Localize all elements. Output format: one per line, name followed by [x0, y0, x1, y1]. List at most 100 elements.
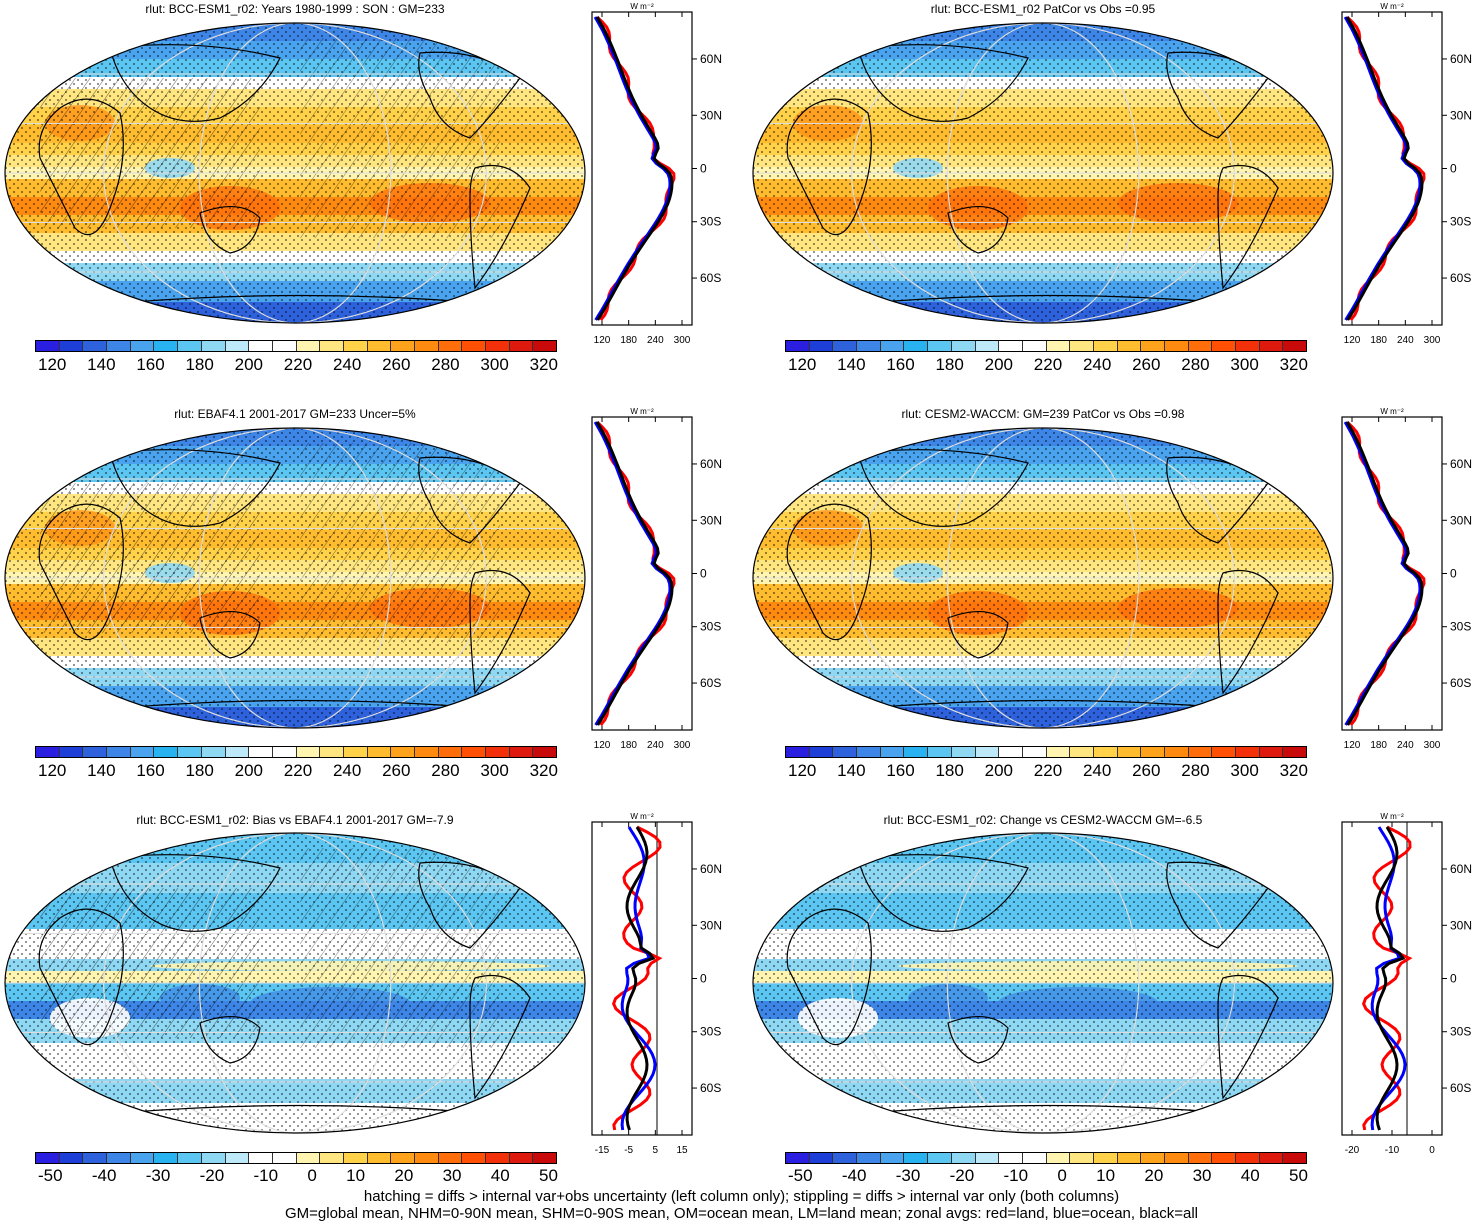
map-hatching [300, 443, 500, 643]
colorbar-swatch [59, 1153, 84, 1163]
colorbar-tick-label: 260 [382, 355, 411, 374]
zonal-line-ocean [620, 826, 657, 1131]
colorbar-swatch [343, 341, 368, 351]
colorbar-tick-label: 200 [984, 355, 1013, 374]
colorbar-swatch [1070, 1153, 1094, 1163]
colorbar-swatch [975, 341, 1000, 351]
zonal-line-ocean [1343, 421, 1422, 726]
zonal-lat-label: 30N [1450, 918, 1472, 932]
colorbar-swatch [320, 1153, 344, 1163]
colorbar-swatch [857, 1153, 881, 1163]
south-america-outline [1217, 569, 1279, 695]
colorbar-tick-label: 140 [837, 355, 866, 374]
colorbar-swatch [1236, 341, 1260, 351]
colorbar-tick-label: 0 [307, 1166, 317, 1185]
zonal-lat-label: 30N [1450, 108, 1472, 122]
zonal-lat-label: 60N [1450, 862, 1472, 876]
colorbar-swatch [857, 747, 881, 757]
colorbar-swatch [438, 747, 463, 757]
colorbar-swatch [509, 1153, 534, 1163]
colorbar-tick-label: 260 [1132, 761, 1161, 780]
colorbar-swatch [1259, 747, 1284, 757]
zonal-line-all [1345, 421, 1424, 726]
colorbar-swatch [533, 1153, 557, 1163]
colorbar-swatch [880, 1153, 905, 1163]
colorbar-swatch [1022, 747, 1047, 757]
antarctica-outline [867, 1104, 1229, 1114]
colorbar-swatch [367, 747, 392, 757]
colorbar-tick-label: 240 [332, 355, 362, 374]
colorbar-tick-label: -50 [38, 1166, 63, 1185]
graticule-meridian [946, 23, 1140, 323]
map-border [752, 832, 1334, 1134]
colorbar-labels-abs-1: 120 140 160 180 200 220 240 260 280 300 320 [38, 355, 558, 375]
colorbar-tick-label: 140 [87, 761, 116, 780]
zonal-lat-label: 0 [700, 972, 707, 986]
colorbar-swatch [951, 1153, 976, 1163]
antarctica-outline [867, 294, 1229, 304]
colorbar-swatch [904, 341, 929, 351]
colorbar-swatch [107, 341, 131, 351]
colorbar-swatch [809, 341, 834, 351]
zonal-lat-label: 60N [1450, 457, 1472, 471]
zonal-frame [1341, 416, 1443, 731]
colorbar-swatch [1165, 1153, 1189, 1163]
zonal-line-ocean [1343, 16, 1422, 321]
colorbar-tick-label: 140 [837, 761, 866, 780]
panel-title-4: rlut: CESM2-WACCM: GM=239 PatCor vs Obs … [901, 407, 1185, 421]
colorbar-tick-label: 200 [984, 761, 1013, 780]
zonal-lat-label: 60S [700, 1081, 721, 1095]
colorbar-swatch [107, 1153, 131, 1163]
graticule-meridian [103, 428, 487, 728]
colorbar-swatch [438, 341, 463, 351]
graticule-meridian [851, 23, 1235, 323]
graticule-meridian [103, 833, 487, 1133]
colorbar-tick-label: 260 [1132, 355, 1161, 374]
colorbar-swatch [438, 1153, 463, 1163]
zonal-x-label: 15 [676, 1145, 688, 1156]
colorbar-tick-label: 20 [394, 1166, 414, 1185]
zonal-x-label: 5 [653, 1145, 659, 1156]
colorbar-swatch [1046, 341, 1071, 351]
africa-outline [38, 503, 124, 641]
zonal-lat-label: 60S [1450, 676, 1471, 690]
colorbar-swatch [1141, 747, 1165, 757]
australia-outline [947, 1015, 1009, 1064]
colorbar-swatch [533, 747, 557, 757]
africa-outline [786, 503, 872, 641]
map-panel-4 [752, 427, 1334, 729]
zonal-units: W m⁻² [1380, 812, 1404, 821]
eurasia-outline [109, 449, 281, 527]
colorbar-swatch [343, 747, 368, 757]
zonal-lat-label: 30N [700, 513, 722, 527]
graticule-meridian [851, 428, 1235, 728]
colorbar-swatch [486, 341, 510, 351]
colorbar-swatch [533, 341, 557, 351]
colorbar-swatch [880, 747, 905, 757]
antarctica-outline [119, 699, 481, 709]
zonal-x-label: -20 [1345, 1145, 1360, 1156]
colorbar-swatch [1283, 341, 1307, 351]
colorbar-tick-label: 300 [1230, 355, 1259, 374]
colorbar-swatch [1022, 1153, 1047, 1163]
colorbar-swatch [1188, 747, 1213, 757]
zonal-x-label: -5 [624, 1145, 633, 1156]
zonal-x-label: 180 [620, 740, 637, 751]
zonal-lat-label: 0 [700, 567, 707, 581]
colorbar-swatch [809, 747, 834, 757]
zonal-units: W m⁻² [1380, 407, 1404, 416]
colorbar-swatch [343, 1153, 368, 1163]
zonal-lat-label: 60N [700, 457, 722, 471]
australia-outline [199, 205, 261, 254]
colorbar-swatch [904, 1153, 929, 1163]
panel-title-1: rlut: BCC-ESM1_r02: Years 1980-1999 : SO… [145, 2, 445, 16]
colorbar-swatch [178, 747, 202, 757]
colorbar-swatch [462, 747, 487, 757]
antarctica-outline [119, 294, 481, 304]
colorbar-tick-label: 120 [788, 761, 817, 780]
coastlines [786, 854, 1279, 1114]
colorbar-swatch [928, 747, 952, 757]
colorbar-swatch [462, 341, 487, 351]
eurasia-outline [857, 44, 1029, 122]
zonal-mean-plot-3: W m⁻² 60N 30N 0 30S 60S 120 180 240 300 [591, 407, 722, 751]
